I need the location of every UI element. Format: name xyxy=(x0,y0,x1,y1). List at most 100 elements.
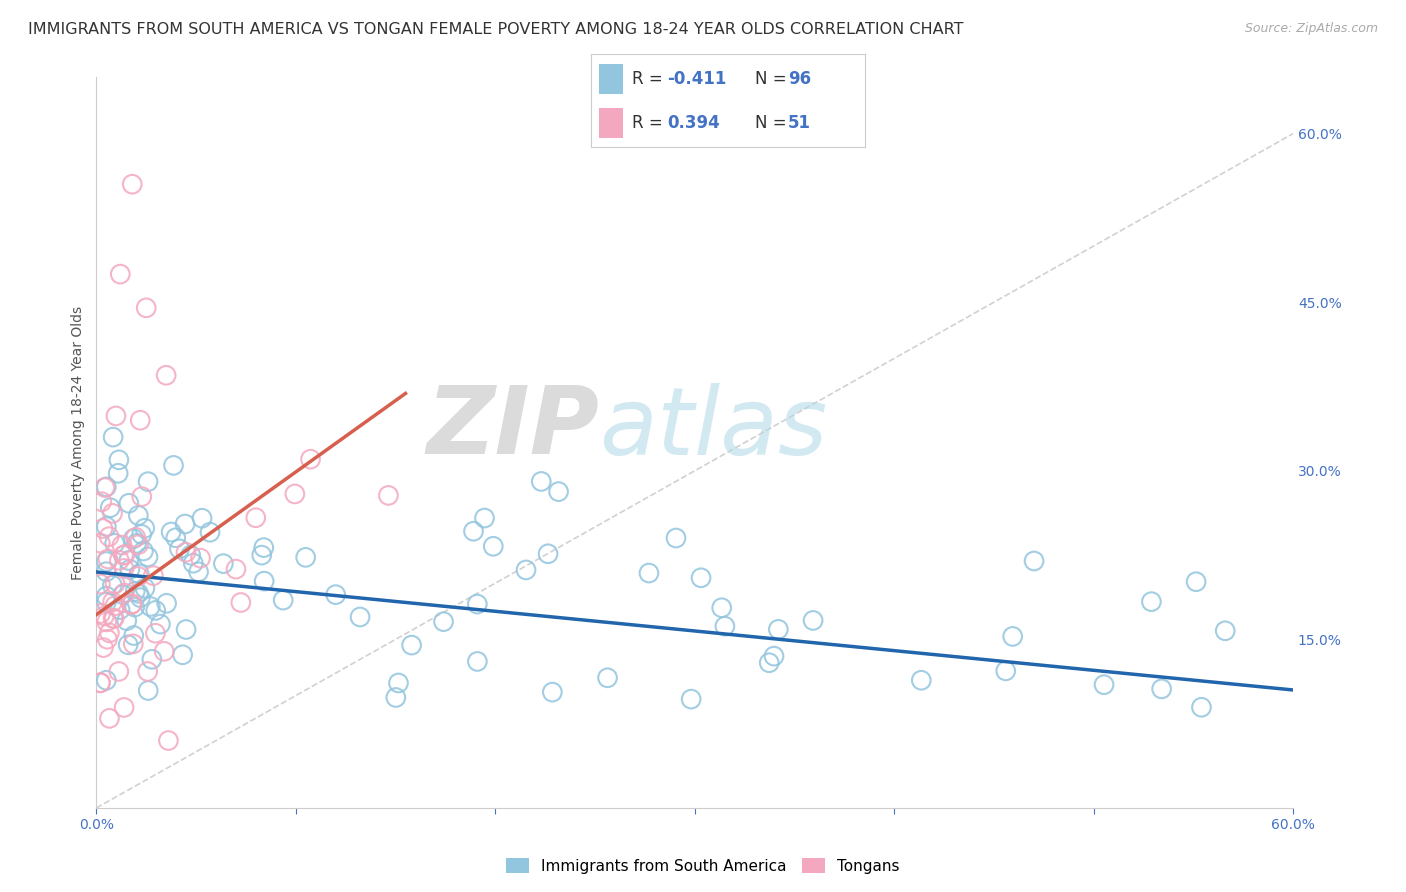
Tongans xyxy=(145,626,167,640)
Tongans xyxy=(101,507,124,521)
Text: 51: 51 xyxy=(787,114,811,132)
Tongans xyxy=(111,538,134,552)
Immigrants from South America xyxy=(463,524,485,539)
Immigrants from South America xyxy=(181,556,204,570)
Tongans xyxy=(120,598,142,612)
Tongans xyxy=(93,608,115,623)
Tongans xyxy=(135,301,157,315)
Immigrants from South America xyxy=(530,475,553,489)
Immigrants from South America xyxy=(172,648,194,662)
Immigrants from South America xyxy=(467,655,489,669)
Immigrants from South America xyxy=(253,574,276,589)
Immigrants from South America xyxy=(174,516,197,531)
Legend: Immigrants from South America, Tongans: Immigrants from South America, Tongans xyxy=(501,852,905,880)
Immigrants from South America xyxy=(1213,624,1236,638)
Tongans xyxy=(125,530,148,544)
Text: R =: R = xyxy=(631,70,668,87)
Immigrants from South America xyxy=(768,623,790,637)
Immigrants from South America xyxy=(165,531,187,545)
Immigrants from South America xyxy=(1191,700,1213,714)
Immigrants from South America xyxy=(1022,554,1045,568)
Text: 0.394: 0.394 xyxy=(668,114,720,132)
Tongans xyxy=(98,530,121,544)
Immigrants from South America xyxy=(115,614,138,628)
Tongans xyxy=(97,552,120,566)
Text: atlas: atlas xyxy=(599,383,827,474)
Tongans xyxy=(104,576,127,591)
Tongans xyxy=(122,637,145,651)
Immigrants from South America xyxy=(98,500,121,515)
Immigrants from South America xyxy=(762,649,785,664)
Text: Source: ZipAtlas.com: Source: ZipAtlas.com xyxy=(1244,22,1378,36)
Immigrants from South America xyxy=(149,617,172,632)
Immigrants from South America xyxy=(994,664,1017,678)
Immigrants from South America xyxy=(385,690,408,705)
Immigrants from South America xyxy=(910,673,932,688)
Tongans xyxy=(128,538,150,552)
Tongans xyxy=(157,733,180,747)
Immigrants from South America xyxy=(96,519,118,533)
Immigrants from South America xyxy=(547,484,569,499)
Immigrants from South America xyxy=(690,571,713,585)
Tongans xyxy=(90,495,112,509)
Immigrants from South America xyxy=(139,599,162,614)
Immigrants from South America xyxy=(1140,594,1163,608)
Tongans xyxy=(89,577,111,591)
Immigrants from South America xyxy=(271,593,294,607)
Immigrants from South America xyxy=(180,548,202,562)
Immigrants from South America xyxy=(465,597,488,611)
Immigrants from South America xyxy=(117,553,139,567)
Tongans xyxy=(131,490,153,504)
Immigrants from South America xyxy=(537,547,560,561)
Tongans xyxy=(155,368,177,383)
Tongans xyxy=(299,452,322,467)
Immigrants from South America xyxy=(387,676,409,690)
Tongans xyxy=(104,599,127,613)
Immigrants from South America xyxy=(129,591,152,605)
Tongans xyxy=(377,488,399,502)
Tongans xyxy=(96,632,118,647)
Tongans xyxy=(108,665,131,679)
Immigrants from South America xyxy=(638,566,661,580)
Immigrants from South America xyxy=(141,652,163,666)
Tongans xyxy=(104,409,127,423)
Immigrants from South America xyxy=(132,544,155,558)
Tongans xyxy=(110,267,132,281)
Tongans xyxy=(112,561,135,575)
Tongans xyxy=(225,562,247,576)
Immigrants from South America xyxy=(134,581,156,595)
Immigrants from South America xyxy=(136,549,159,564)
Immigrants from South America xyxy=(118,496,141,510)
Text: ZIP: ZIP xyxy=(426,382,599,475)
Immigrants from South America xyxy=(122,628,145,642)
Immigrants from South America xyxy=(108,602,131,616)
Immigrants from South America xyxy=(96,595,118,609)
Tongans xyxy=(121,178,143,192)
Immigrants from South America xyxy=(145,603,167,617)
Tongans xyxy=(98,711,121,725)
Immigrants from South America xyxy=(162,458,184,473)
Immigrants from South America xyxy=(250,548,273,562)
Immigrants from South America xyxy=(96,589,118,603)
Immigrants from South America xyxy=(401,638,423,652)
FancyBboxPatch shape xyxy=(599,108,623,138)
Text: 96: 96 xyxy=(787,70,811,87)
Immigrants from South America xyxy=(118,562,141,576)
Immigrants from South America xyxy=(160,524,183,539)
Immigrants from South America xyxy=(253,541,276,555)
Immigrants from South America xyxy=(758,656,780,670)
Immigrants from South America xyxy=(104,536,127,550)
Tongans xyxy=(229,595,252,609)
Immigrants from South America xyxy=(136,475,159,489)
Immigrants from South America xyxy=(187,565,209,579)
Tongans xyxy=(153,644,176,658)
FancyBboxPatch shape xyxy=(599,64,623,94)
Immigrants from South America xyxy=(136,683,159,698)
Immigrants from South America xyxy=(107,467,129,481)
Immigrants from South America xyxy=(122,532,145,546)
Immigrants from South America xyxy=(96,565,118,579)
Immigrants from South America xyxy=(541,685,564,699)
Tongans xyxy=(101,611,124,625)
Immigrants from South America xyxy=(515,563,537,577)
Immigrants from South America xyxy=(801,614,824,628)
